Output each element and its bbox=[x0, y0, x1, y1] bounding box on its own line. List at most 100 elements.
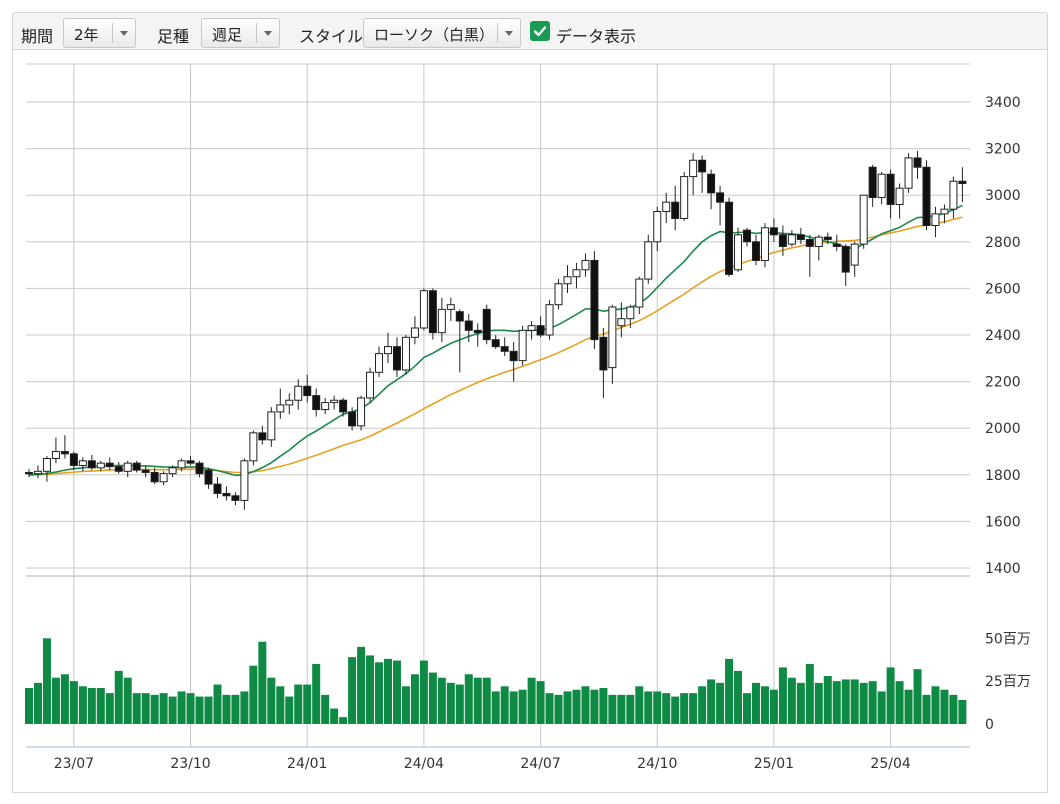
candle-body bbox=[69, 453, 78, 466]
candle-body bbox=[25, 471, 33, 475]
candle-body bbox=[635, 278, 644, 308]
candle-body bbox=[940, 208, 949, 215]
candle-body bbox=[680, 176, 689, 219]
interval-select[interactable]: 週足 bbox=[201, 18, 280, 48]
volume-bar bbox=[850, 679, 859, 724]
candle bbox=[105, 457, 114, 471]
candle-body bbox=[626, 306, 635, 320]
volume-bar bbox=[42, 638, 51, 724]
candle bbox=[518, 325, 527, 366]
chart-panel: 1400 1600 1800 2000 2200 2400 2600 2800 3000 3200… bbox=[12, 49, 1048, 793]
time-tick-label: 24/07 bbox=[520, 756, 560, 772]
candle bbox=[446, 297, 455, 322]
candle bbox=[276, 388, 285, 419]
candle bbox=[168, 465, 177, 478]
candle-body bbox=[446, 304, 455, 310]
candle bbox=[141, 465, 150, 478]
candle-body bbox=[114, 466, 123, 472]
candle-body bbox=[473, 329, 482, 334]
candle-body bbox=[177, 460, 186, 469]
candle bbox=[671, 185, 680, 231]
candle-body bbox=[33, 470, 42, 475]
candle-body bbox=[321, 402, 330, 411]
volume-bar bbox=[428, 672, 437, 724]
candle bbox=[42, 456, 51, 482]
candle bbox=[868, 164, 877, 207]
candle-body bbox=[832, 243, 841, 247]
candle-body bbox=[87, 460, 96, 469]
candle-body bbox=[141, 469, 150, 473]
candle bbox=[500, 337, 509, 356]
candle bbox=[51, 437, 60, 464]
candle bbox=[841, 244, 850, 287]
volume-bar bbox=[312, 664, 321, 724]
volume-bar bbox=[716, 682, 725, 724]
candle-body bbox=[437, 308, 446, 334]
time-tick-label: 23/07 bbox=[54, 756, 94, 772]
volume-bar bbox=[787, 677, 796, 724]
volume-bar bbox=[707, 679, 716, 724]
volume-tick-label: 25百万 bbox=[985, 674, 1031, 690]
volume-bar bbox=[608, 694, 617, 724]
candle-body bbox=[240, 460, 249, 501]
candle bbox=[195, 460, 204, 478]
style-select[interactable]: ローソク（白黒） bbox=[363, 18, 521, 48]
candle bbox=[814, 234, 823, 261]
checkmark-icon bbox=[533, 26, 547, 37]
candle bbox=[231, 492, 240, 506]
candle-body bbox=[527, 325, 536, 331]
candle bbox=[590, 251, 599, 349]
volume-bar bbox=[150, 694, 159, 724]
volume-bar bbox=[25, 688, 33, 724]
candle bbox=[473, 323, 482, 347]
candle-body bbox=[132, 462, 141, 471]
volume-bar bbox=[303, 684, 312, 724]
candle bbox=[87, 454, 96, 471]
candle-body bbox=[644, 241, 653, 280]
candle-body bbox=[563, 276, 572, 285]
data-display-checkbox[interactable] bbox=[530, 21, 550, 41]
price-tick-label: 3400 bbox=[985, 95, 1021, 111]
volume-bar bbox=[805, 664, 814, 724]
volume-bar bbox=[563, 691, 572, 724]
candle bbox=[805, 234, 814, 277]
candle bbox=[330, 395, 339, 410]
volume-bar bbox=[832, 681, 841, 724]
candle-body bbox=[931, 213, 940, 226]
candle-body bbox=[330, 399, 339, 404]
candle-body bbox=[805, 238, 814, 247]
volume-bar bbox=[680, 693, 689, 724]
chevron-down-icon bbox=[264, 31, 272, 36]
candle-body bbox=[276, 404, 285, 413]
volume-bar bbox=[931, 686, 940, 724]
price-tick-label: 1800 bbox=[985, 468, 1021, 484]
candle-body bbox=[671, 201, 680, 220]
candle bbox=[958, 167, 967, 203]
data-display-label[interactable]: データ表示 bbox=[556, 27, 637, 46]
candle-body bbox=[51, 451, 60, 459]
volume-bar bbox=[213, 684, 222, 724]
volume-bar bbox=[734, 670, 743, 724]
volume-bar bbox=[33, 682, 42, 724]
volume-bar bbox=[231, 694, 240, 724]
candle bbox=[213, 477, 222, 499]
stock-chart[interactable]: 1400 1600 1800 2000 2200 2400 2600 2800 3000 3200… bbox=[13, 50, 1047, 792]
period-select[interactable]: 2年 bbox=[63, 18, 136, 48]
volume-bar bbox=[662, 693, 671, 724]
candle bbox=[428, 288, 437, 340]
volume-bar bbox=[464, 674, 473, 724]
candle-body bbox=[841, 245, 850, 273]
candle-body bbox=[895, 187, 904, 206]
candle-body bbox=[150, 471, 159, 483]
candlesticks bbox=[25, 150, 967, 510]
candle-body bbox=[698, 159, 707, 173]
candle-body bbox=[500, 346, 509, 352]
volume-bar bbox=[366, 655, 375, 724]
candle bbox=[734, 227, 743, 273]
candle-body bbox=[419, 290, 428, 329]
candle-body bbox=[796, 234, 805, 240]
volume-bar bbox=[294, 684, 303, 724]
volume-bar bbox=[545, 693, 554, 724]
candle-body bbox=[464, 320, 473, 331]
volume-bar bbox=[859, 682, 868, 724]
